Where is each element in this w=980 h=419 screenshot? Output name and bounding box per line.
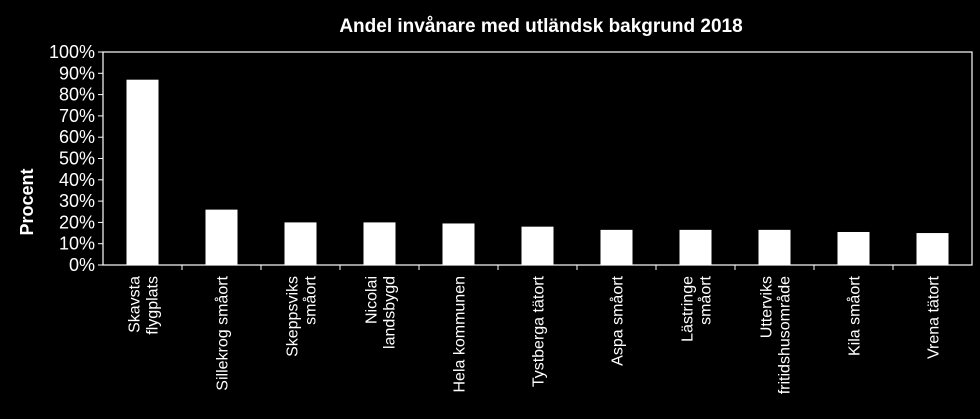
x-tick-label: Utterviksfritidshusområde [759,276,794,394]
y-axis-label: Procent [17,168,37,235]
bar [205,209,238,265]
x-tick-label: Vrena tätort [926,275,943,359]
x-tick-label: Skeppsvikssmåort [285,275,320,356]
y-tick-label: 40% [59,170,95,190]
y-tick-label: 70% [59,106,95,126]
y-tick-label: 10% [59,234,95,254]
bar [126,79,159,265]
bar [363,222,396,265]
y-tick-label: 0% [69,255,95,275]
y-axis: 0%10%20%30%40%50%60%70%80%90%100% [49,42,103,275]
y-tick-label: 100% [49,42,95,62]
chart-title: Andel invånare med utländsk bakgrund 201… [339,16,742,37]
x-tick-label: Lästringesmåort [680,275,715,341]
bars [126,79,949,265]
y-tick-label: 80% [59,85,95,105]
x-tick-label: Sillekrog småort [214,275,232,390]
x-tick-label: Nicolailandsbygd [364,276,399,349]
y-tick-label: 50% [59,149,95,169]
bar [679,229,712,265]
x-tick-label: Aspa småort [609,275,627,365]
y-tick-label: 90% [59,63,95,83]
x-tick-label: Tystberga tätort [531,275,548,387]
x-tick-label: Kila småort [846,275,864,356]
x-tick-label: Skavstaflygplats [127,276,162,335]
bar [916,233,949,265]
bar [521,226,554,265]
bar [284,222,317,265]
x-axis: Skavstaflygplats Sillekrog småort Skeppsvi… [127,265,943,394]
bar [600,229,633,265]
y-tick-label: 20% [59,212,95,232]
bar [758,229,791,265]
y-tick-label: 60% [59,127,95,147]
bar [837,231,870,265]
bar [442,223,475,265]
x-tick-label: Hela kommunen [452,276,469,393]
y-tick-label: 30% [59,191,95,211]
